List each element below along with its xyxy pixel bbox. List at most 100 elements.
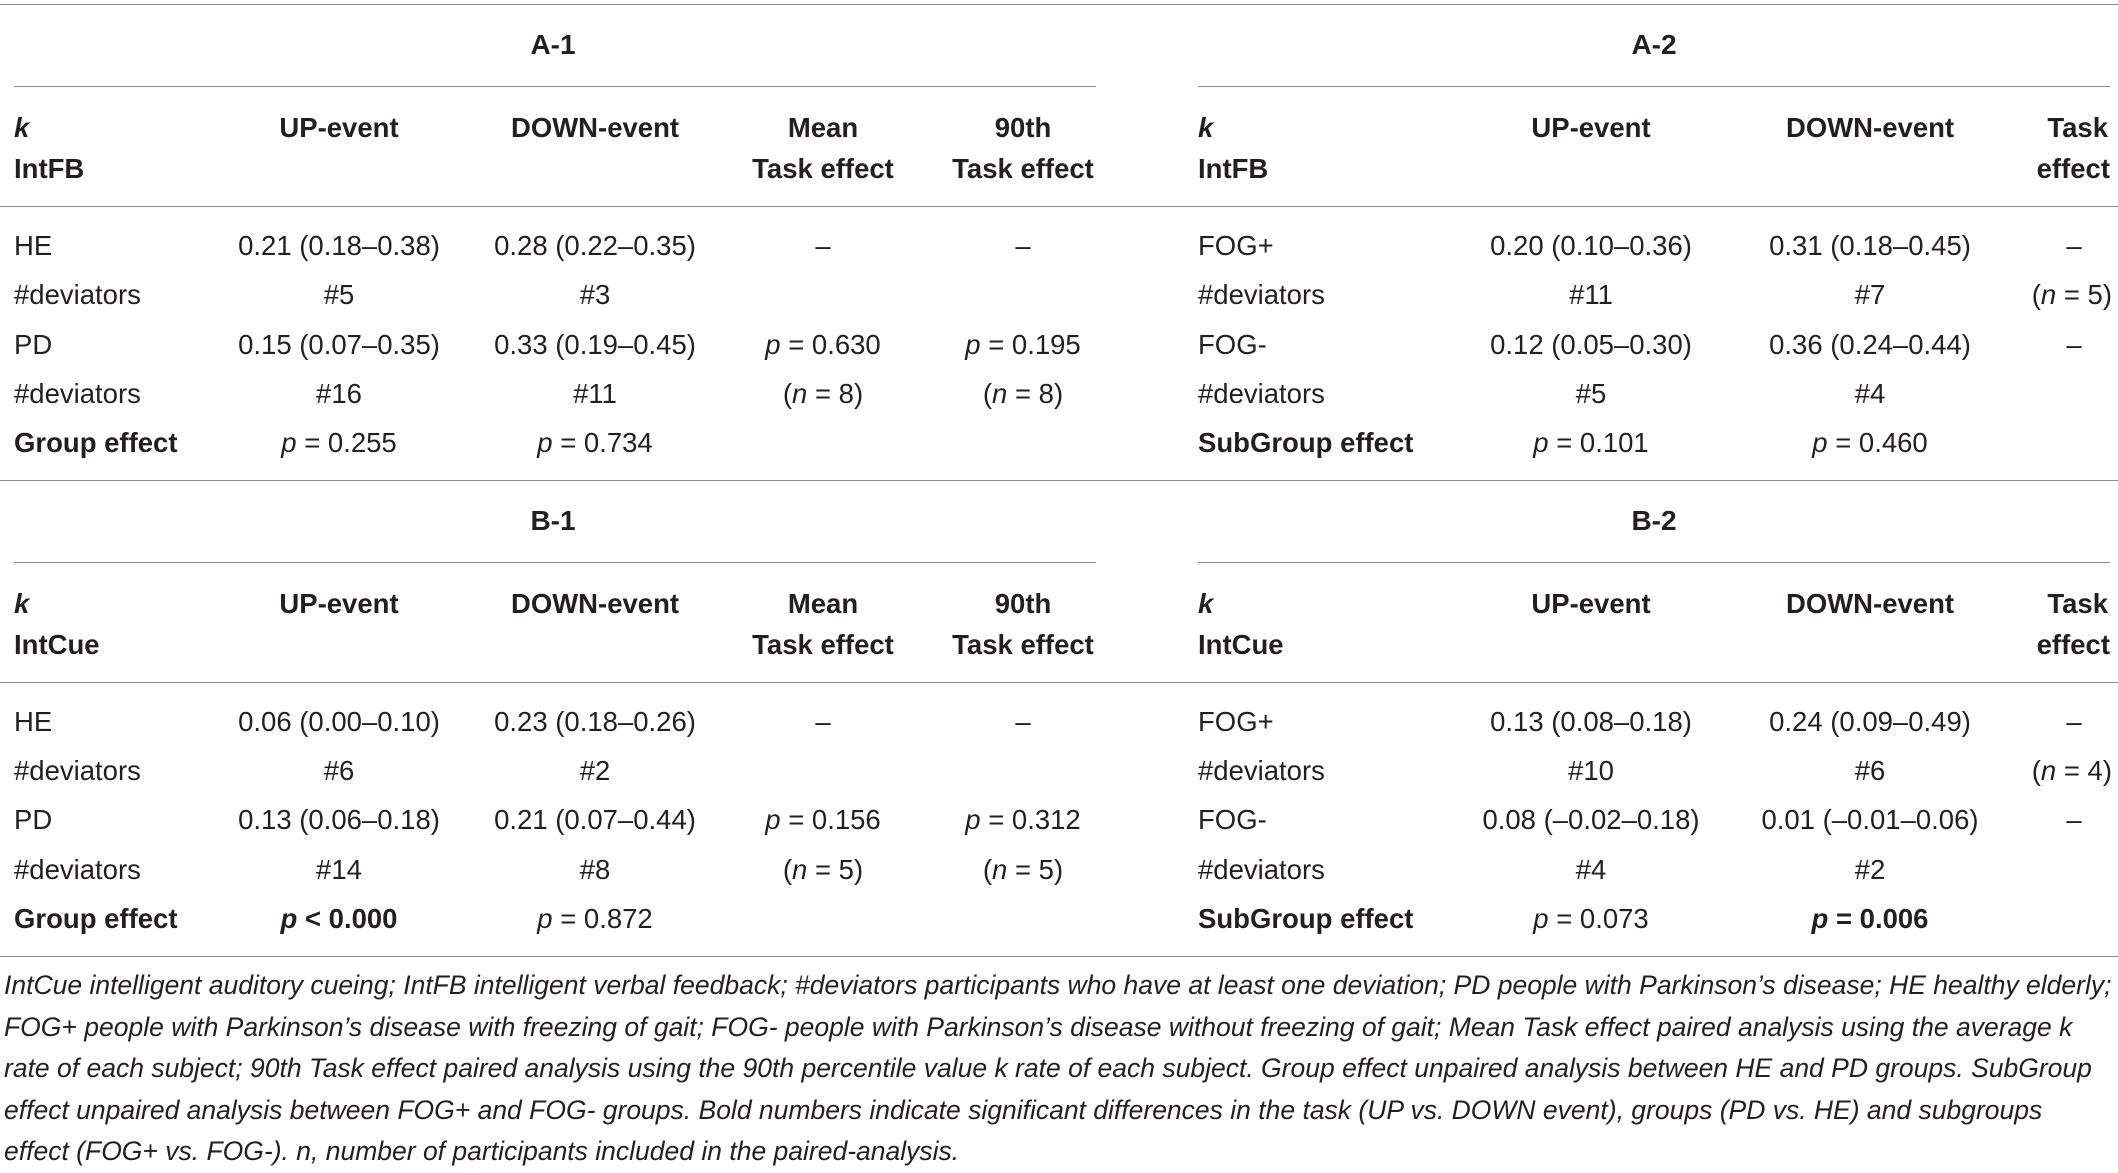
header-mean-task: Mean	[787, 112, 859, 143]
effect-down: p = 0.460	[1812, 427, 1928, 458]
cell-up: #4	[1575, 854, 1607, 885]
header-up-event: UP-event	[1531, 588, 1651, 619]
header-b-rule	[0, 682, 2118, 683]
header-up-event: UP-event	[279, 112, 399, 143]
cell-down: #4	[1854, 378, 1886, 409]
cell-down: 0.23 (0.18–0.26)	[494, 706, 696, 737]
panel-a2-title-rule	[1198, 86, 2110, 87]
cell-up: 0.21 (0.18–0.38)	[238, 230, 440, 261]
header-up-event: UP-event	[279, 588, 399, 619]
panel-b2-title-rule	[1198, 562, 2110, 563]
header-intervention: IntCue	[14, 629, 100, 660]
row-label: PD	[14, 804, 53, 835]
header-down-event: DOWN-event	[510, 588, 680, 619]
effect-down: p = 0.734	[537, 427, 653, 458]
header-up-event: UP-event	[1531, 112, 1651, 143]
header-intervention: IntFB	[14, 153, 85, 184]
cell-up: #16	[316, 378, 362, 409]
cell-down: #3	[579, 279, 611, 310]
cell-mean: p = 0.630	[765, 329, 881, 360]
cell-task: (n = 4)	[2031, 755, 2112, 786]
cell-down: #11	[573, 378, 617, 409]
header-mean-task-effect: Task effect	[752, 629, 894, 660]
row-label: #deviators	[1198, 755, 1325, 786]
header-90th-task: 90th	[994, 588, 1052, 619]
cell-up: #5	[1575, 378, 1607, 409]
cell-mean: (n = 5)	[782, 854, 864, 885]
effect-label: Group effect	[14, 903, 178, 934]
cell-up: 0.12 (0.05–0.30)	[1490, 329, 1692, 360]
cell-up: 0.15 (0.07–0.35)	[238, 329, 440, 360]
cell-down: 0.01 (–0.01–0.06)	[1761, 804, 1979, 835]
cell-up: #11	[1569, 279, 1613, 310]
cell-down: 0.21 (0.07–0.44)	[494, 804, 696, 835]
header-intervention: IntFB	[1198, 153, 1269, 184]
cell-mean: p = 0.156	[765, 804, 881, 835]
panel-title: A-1	[530, 29, 576, 60]
row-label: #deviators	[14, 755, 141, 786]
row-label: #deviators	[1198, 378, 1325, 409]
effect-down-significant: p = 0.006	[1811, 903, 1929, 934]
row-label: FOG+	[1198, 706, 1274, 737]
row-label: HE	[14, 706, 53, 737]
cell-90th: p = 0.312	[965, 804, 1081, 835]
row-label: HE	[14, 230, 53, 261]
cell-down: 0.31 (0.18–0.45)	[1769, 230, 1971, 261]
cell-up: #10	[1568, 755, 1614, 786]
effect-up: p = 0.101	[1533, 427, 1649, 458]
cell-mean: –	[815, 706, 831, 737]
cell-task: –	[2066, 706, 2082, 737]
cell-up: 0.20 (0.10–0.36)	[1490, 230, 1692, 261]
table-top-rule	[0, 4, 2118, 5]
row-label: #deviators	[14, 854, 141, 885]
header-90th-task-effect: Task effect	[952, 153, 1094, 184]
row-label: PD	[14, 329, 53, 360]
cell-90th: –	[1015, 706, 1031, 737]
panel-b1-title-rule	[14, 562, 1096, 563]
cell-task: –	[2066, 804, 2082, 835]
effect-down: p = 0.872	[537, 903, 653, 934]
row-label: #deviators	[14, 378, 141, 409]
cell-90th: p = 0.195	[965, 329, 1081, 360]
header-intervention: IntCue	[1198, 629, 1284, 660]
cell-down: 0.24 (0.09–0.49)	[1769, 706, 1971, 737]
cell-up: 0.08 (–0.02–0.18)	[1482, 804, 1700, 835]
header-task: Task	[2047, 588, 2108, 619]
table-bottom-rule	[0, 956, 2118, 957]
cell-up: 0.13 (0.06–0.18)	[238, 804, 440, 835]
row-label: #deviators	[1198, 854, 1325, 885]
cell-up: 0.13 (0.08–0.18)	[1490, 706, 1692, 737]
cell-task: –	[2066, 329, 2082, 360]
panel-title: B-2	[1631, 505, 1677, 536]
row-label: FOG-	[1198, 329, 1267, 360]
cell-task: –	[2066, 230, 2082, 261]
cell-down: #8	[579, 854, 611, 885]
cell-task: (n = 5)	[2031, 279, 2112, 310]
header-down-event: DOWN-event	[510, 112, 680, 143]
row-label: #deviators	[14, 279, 141, 310]
cell-up: #6	[323, 755, 355, 786]
panel-a1-title-rule	[14, 86, 1096, 87]
header-mean-task: Mean	[787, 588, 859, 619]
cell-down: #2	[1854, 854, 1886, 885]
cell-up: #14	[316, 854, 362, 885]
header-down-event: DOWN-event	[1785, 112, 1955, 143]
row-label: #deviators	[1198, 279, 1325, 310]
effect-label: SubGroup effect	[1198, 903, 1414, 934]
cell-down: 0.28 (0.22–0.35)	[494, 230, 696, 261]
header-mean-task-effect: Task effect	[752, 153, 894, 184]
header-k: k	[1198, 588, 1214, 619]
effect-up: p = 0.255	[281, 427, 397, 458]
cell-up: 0.06 (0.00–0.10)	[238, 706, 440, 737]
cell-mean: –	[815, 230, 831, 261]
header-task: Task	[2047, 112, 2108, 143]
effect-up-significant: p < 0.000	[280, 903, 398, 934]
effect-label: SubGroup effect	[1198, 427, 1414, 458]
header-down-event: DOWN-event	[1785, 588, 1955, 619]
panel-a-bottom-rule	[0, 480, 2118, 481]
row-label: FOG-	[1198, 804, 1267, 835]
effect-label: Group effect	[14, 427, 178, 458]
cell-down: #7	[1854, 279, 1886, 310]
cell-down: #2	[579, 755, 611, 786]
cell-down: 0.33 (0.19–0.45)	[494, 329, 696, 360]
